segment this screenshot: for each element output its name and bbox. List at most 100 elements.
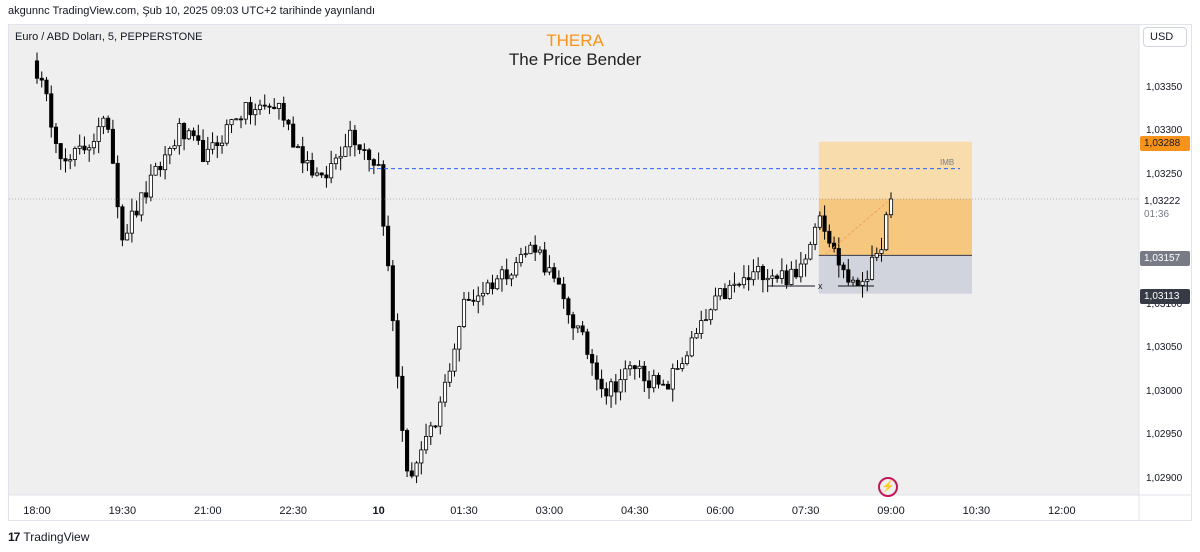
candle-body [400, 375, 405, 431]
zone-middle [818, 199, 972, 256]
candle-body [329, 163, 334, 179]
candle-body [34, 60, 40, 79]
candle-body [552, 267, 557, 279]
time-tick-label: 21:00 [194, 505, 222, 517]
candle-body [291, 123, 296, 148]
candle-body [869, 256, 875, 280]
price-tick-label: 1,03050 [1146, 342, 1183, 354]
candle-body [618, 379, 623, 393]
candle-body [646, 380, 652, 389]
candle-body [305, 160, 310, 164]
candle-body [163, 154, 168, 171]
candle-body [234, 118, 239, 121]
candle-body [210, 142, 215, 150]
candle-body [732, 283, 737, 286]
candle-body [741, 277, 746, 286]
candle-body [447, 370, 452, 383]
candle-body [442, 381, 448, 403]
symbol-legend[interactable]: Euro / ABD Doları, 5, PEPPERSTONE [15, 31, 203, 43]
candle-body [874, 252, 879, 258]
zone-top-price-label: 1,03288 [1140, 136, 1190, 151]
candle-body [58, 143, 63, 160]
candle-body [205, 148, 210, 162]
footer-brand: 17 TradingView [8, 530, 89, 544]
candle-body [158, 165, 163, 171]
candle-body [656, 374, 661, 385]
candle-body [865, 278, 870, 282]
candle-body [751, 271, 756, 281]
watermark-subtitle: The Price Bender [508, 50, 642, 69]
candle-body [376, 164, 381, 166]
time-tick-label: 06:00 [706, 505, 734, 517]
candle-body [182, 123, 187, 140]
candle-body [585, 331, 590, 355]
watermark-title: THERA [546, 31, 604, 50]
candle-body [248, 102, 253, 116]
time-tick-label: 03:00 [535, 505, 564, 517]
candle-body [523, 253, 528, 256]
candle-body [409, 470, 414, 477]
candle-body [196, 135, 201, 141]
candle-body [72, 148, 78, 160]
candle-body [775, 275, 780, 279]
time-tick-label: 07:30 [791, 505, 820, 517]
candle-body [879, 249, 884, 254]
candle-body [428, 425, 433, 437]
candle-body [390, 265, 395, 322]
candle-body [860, 280, 865, 286]
candle-body [471, 299, 476, 302]
candle-body [642, 365, 647, 382]
candle-body [566, 298, 571, 316]
candle-body [281, 102, 286, 121]
candle-body [414, 462, 419, 477]
candle-body [718, 288, 723, 297]
candle-body [466, 298, 471, 301]
candle-body [822, 215, 827, 232]
footer-brand-text: TradingView [23, 530, 90, 544]
candle-body [215, 142, 220, 147]
candle-body [727, 284, 732, 299]
price-tick-label: 1,02900 [1146, 472, 1183, 484]
candle-body [386, 225, 391, 267]
candle-body [371, 159, 376, 166]
candle-body [699, 320, 704, 334]
candle-body [708, 309, 713, 321]
candle-body [784, 270, 789, 285]
candle-body [125, 232, 130, 241]
candle-body [167, 148, 172, 156]
candle-body [850, 279, 856, 283]
time-tick-label: 09:00 [877, 505, 905, 517]
candle-body [485, 282, 490, 294]
candle-body [177, 123, 182, 147]
candle-body [632, 365, 637, 370]
candle-body [490, 282, 495, 290]
candle-body [770, 275, 775, 279]
time-tick-label: 04:30 [621, 505, 649, 517]
candle-body [219, 142, 225, 147]
candle-body [855, 279, 860, 286]
candle-body [789, 268, 794, 285]
candle-body [670, 368, 675, 390]
candle-body [39, 77, 44, 81]
candle-body [756, 265, 761, 273]
lightning-icon[interactable]: ⚡ [878, 477, 898, 497]
candle-body [661, 383, 666, 386]
zones-layer [818, 141, 972, 294]
candle-body [186, 130, 191, 140]
candle-body [737, 283, 742, 286]
currency-button[interactable]: USD [1143, 27, 1187, 47]
candle-body [110, 128, 115, 164]
candle-body [746, 277, 751, 281]
candle-body [348, 129, 353, 148]
candle-body [613, 381, 618, 393]
candle-body [628, 365, 633, 370]
candle-body [91, 141, 96, 149]
candle-body [556, 277, 561, 285]
candle-body [423, 435, 429, 451]
candle-body [352, 129, 357, 146]
time-tick-label: 10:30 [962, 505, 991, 517]
time-tick-label: 10 [372, 505, 385, 517]
candle-body [191, 130, 196, 137]
candle-body [637, 365, 642, 370]
